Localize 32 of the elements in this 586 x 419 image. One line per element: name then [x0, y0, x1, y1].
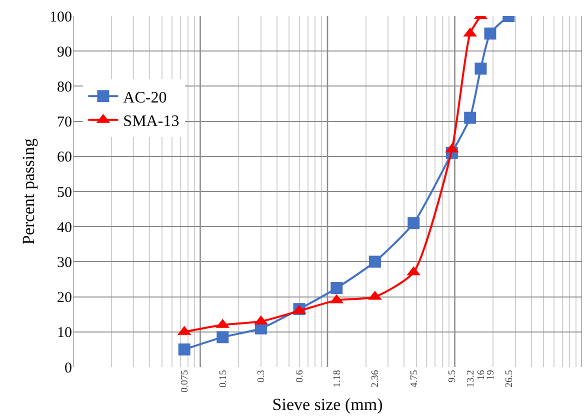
- y-axis-title: Percent passing: [19, 138, 38, 245]
- x-tick-label: 4.75: [408, 370, 420, 388]
- y-tick-label: 70: [57, 114, 72, 131]
- y-tick-label: 100: [50, 9, 72, 26]
- x-tick-label: 9.5: [447, 370, 458, 382]
- y-tick-label: 0: [64, 360, 72, 376]
- y-tick-label: 60: [57, 150, 72, 166]
- x-tick-label: 16: [476, 370, 487, 380]
- x-tick-label: 2.36: [370, 370, 382, 388]
- y-tick-label: 90: [57, 44, 72, 60]
- x-tick-label: 0.3: [256, 370, 268, 382]
- y-tick-label: 20: [57, 290, 72, 306]
- point: [330, 282, 343, 294]
- x-tick-label: 26.5: [504, 370, 515, 388]
- point: [368, 256, 381, 268]
- y-tick-label: 30: [57, 254, 72, 271]
- y-tick-label: 40: [57, 220, 72, 236]
- y-tick-label: 10: [57, 325, 72, 342]
- x-tick-label: 1.18: [332, 370, 343, 388]
- point: [178, 343, 190, 356]
- x-tick-label: 0.15: [218, 370, 229, 388]
- x-tick-label: 0.075: [180, 370, 191, 392]
- y-tick-label: 50: [57, 184, 72, 201]
- x-axis-title: Sieve size (mm): [272, 394, 383, 414]
- point: [216, 331, 229, 344]
- y-tick-label: 80: [57, 79, 72, 96]
- legend-label: SMA-13: [123, 113, 180, 130]
- legend-label: AC-20: [123, 89, 167, 106]
- x-tick-label: 19: [485, 370, 496, 380]
- point: [408, 217, 420, 230]
- x-tick-label: 13.2: [465, 370, 476, 388]
- x-tick-label: 0.6: [294, 370, 306, 382]
